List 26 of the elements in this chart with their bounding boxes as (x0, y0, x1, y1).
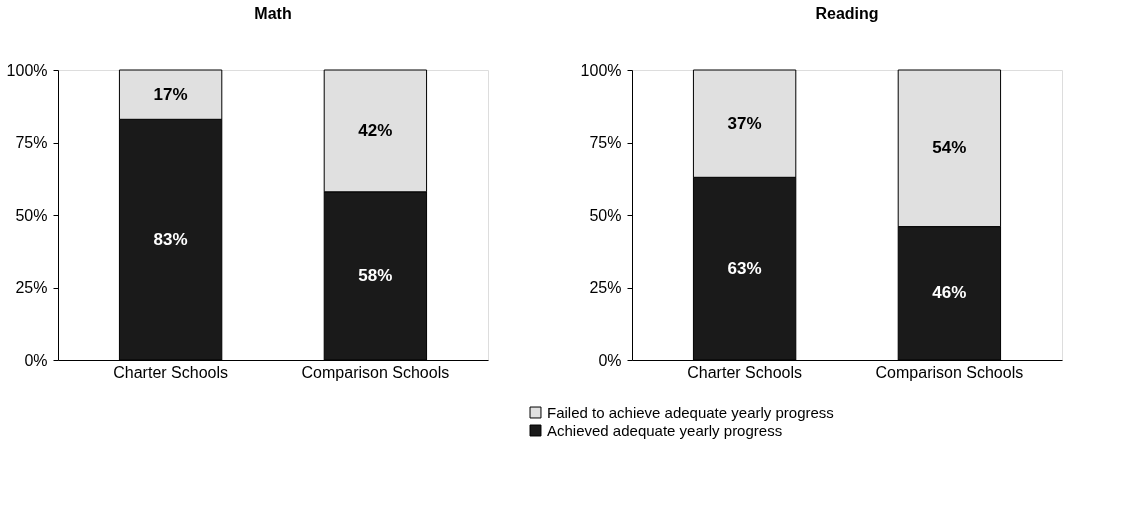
data-label: 42% (358, 120, 393, 140)
y-tick-label: 25% (589, 279, 622, 296)
y-tick-label: 25% (15, 279, 48, 296)
chart-title: Math (254, 5, 292, 22)
data-label: 37% (727, 113, 762, 133)
y-tick-label: 100% (580, 61, 622, 79)
data-label: 54% (932, 138, 967, 158)
y-tick-label: 0% (598, 351, 622, 369)
legend-label: Achieved adequate yearly progress (547, 421, 783, 439)
y-tick-label: 75% (15, 134, 48, 151)
y-tick-label: 0% (24, 351, 48, 369)
x-tick-label: Comparison Schools (875, 363, 1024, 381)
y-tick-label: 50% (589, 206, 622, 224)
x-tick-label: Comparison Schools (301, 363, 450, 381)
data-label: 46% (932, 283, 967, 303)
y-tick-label: 50% (15, 206, 48, 224)
chart-title: Reading (815, 5, 879, 22)
data-label: 83% (153, 229, 188, 249)
data-label: 17% (153, 84, 188, 104)
y-tick-label: 75% (589, 134, 622, 151)
legend-label: Failed to achieve adequate yearly progress (547, 403, 834, 421)
data-label: 63% (727, 258, 762, 278)
data-label: 58% (358, 265, 393, 285)
x-tick-label: Charter Schools (687, 363, 802, 381)
y-tick-label: 100% (6, 61, 48, 79)
x-tick-label: Charter Schools (113, 363, 228, 381)
